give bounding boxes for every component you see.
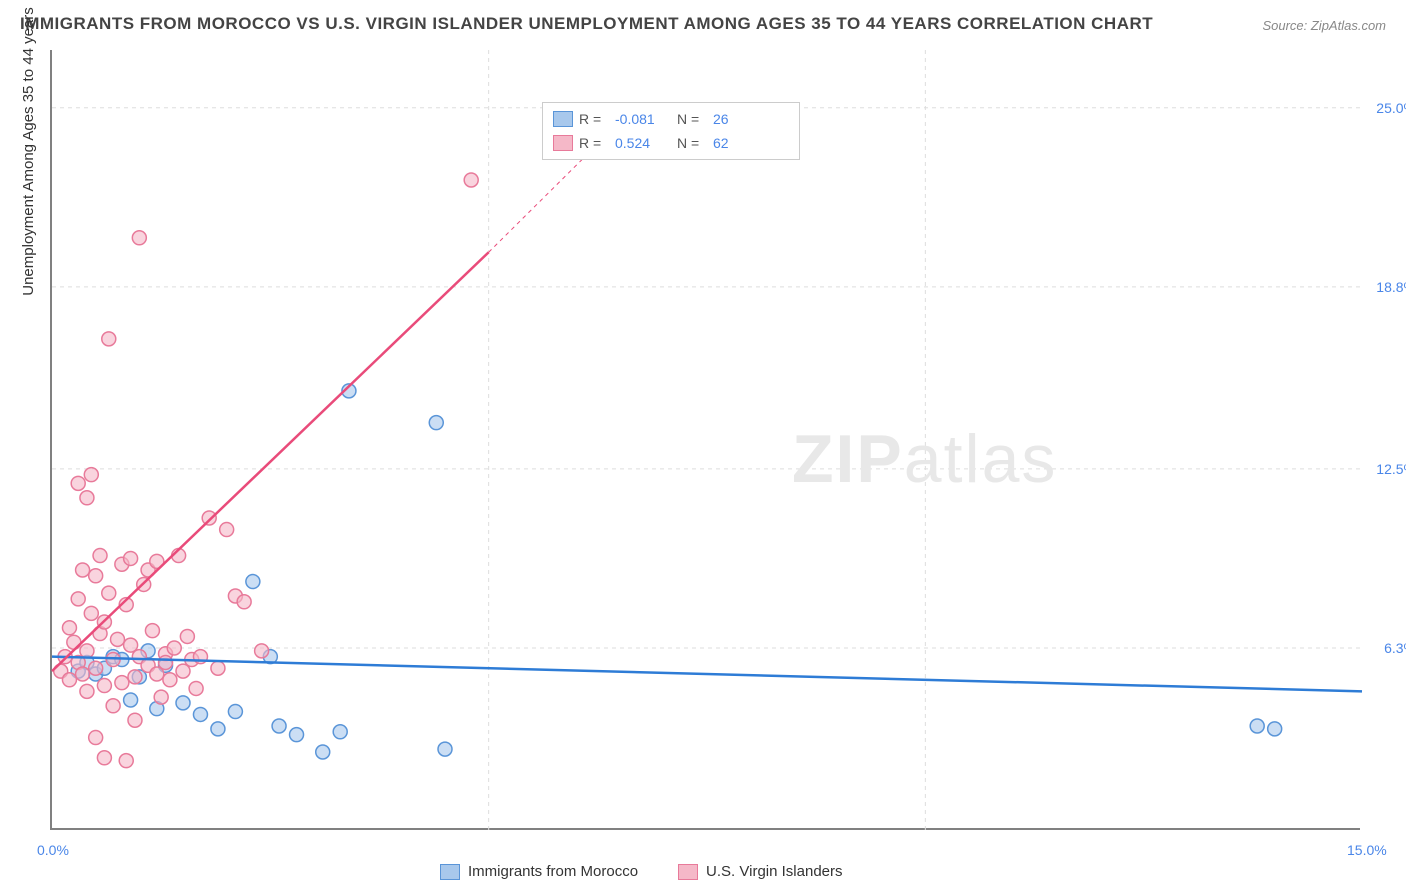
legend-swatch-icon bbox=[678, 864, 698, 880]
r-value: 0.524 bbox=[615, 135, 671, 151]
stats-legend: R = -0.081 N = 26 R = 0.524 N = 62 bbox=[542, 102, 800, 160]
series-legend: Immigrants from Morocco U.S. Virgin Islan… bbox=[440, 863, 843, 880]
chart-container: IMMIGRANTS FROM MOROCCO VS U.S. VIRGIN I… bbox=[0, 0, 1406, 892]
y-tick-label: 12.5% bbox=[1376, 461, 1406, 477]
legend-swatch-icon bbox=[553, 111, 573, 127]
y-tick-label: 6.3% bbox=[1384, 640, 1406, 656]
r-label: R = bbox=[579, 135, 609, 151]
source-attribution: Source: ZipAtlas.com bbox=[1262, 18, 1386, 33]
n-label: N = bbox=[677, 135, 707, 151]
n-label: N = bbox=[677, 111, 707, 127]
series-legend-label: Immigrants from Morocco bbox=[468, 863, 638, 880]
x-tick-label: 15.0% bbox=[1347, 842, 1387, 858]
series-legend-item: Immigrants from Morocco bbox=[440, 863, 638, 880]
plot-area: ZIPatlas R =-0.081N =26R =0.524N =62 6.3… bbox=[50, 50, 1360, 830]
y-tick-label: 25.0% bbox=[1376, 100, 1406, 116]
stats-legend-row: R = -0.081 N = 26 bbox=[553, 107, 789, 131]
y-axis-label: Unemployment Among Ages 35 to 44 years bbox=[20, 7, 37, 296]
x-tick-label: 0.0% bbox=[37, 842, 69, 858]
y-tick-label: 18.8% bbox=[1376, 279, 1406, 295]
r-label: R = bbox=[579, 111, 609, 127]
stats-legend-row: R = 0.524 N = 62 bbox=[553, 131, 789, 155]
plot-svg bbox=[52, 50, 1360, 828]
series-legend-item: U.S. Virgin Islanders bbox=[678, 863, 842, 880]
series-legend-label: U.S. Virgin Islanders bbox=[706, 863, 842, 880]
chart-title: IMMIGRANTS FROM MOROCCO VS U.S. VIRGIN I… bbox=[20, 14, 1153, 34]
n-value: 62 bbox=[713, 135, 769, 151]
n-value: 26 bbox=[713, 111, 769, 127]
legend-swatch-icon bbox=[440, 864, 460, 880]
r-value: -0.081 bbox=[615, 111, 671, 127]
legend-swatch-icon bbox=[553, 135, 573, 151]
